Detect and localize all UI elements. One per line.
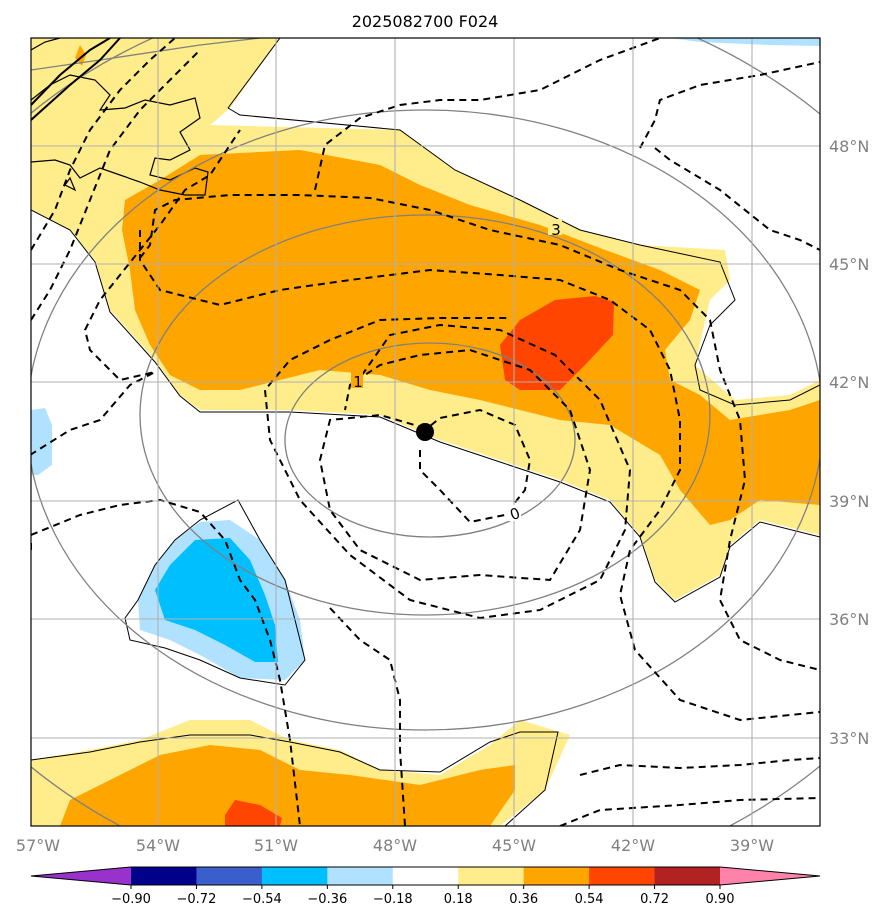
colorbar-tick-label: 0.18 <box>444 892 473 907</box>
colorbar: −0.90 −0.72 −0.54 −0.36 −0.18 0.18 0.36 0.54 0.7… <box>30 866 821 907</box>
contour-label-3: 3 <box>551 221 561 239</box>
colorbar-cell <box>523 867 590 885</box>
colorbar-labels: −0.90 −0.72 −0.54 −0.36 −0.18 0.18 0.36 0.54 0.7… <box>111 885 734 907</box>
colorbar-tick-label: −0.18 <box>373 892 413 907</box>
lat-label-33n: 33°N <box>829 729 869 748</box>
colorbar-cell <box>392 867 459 885</box>
longitude-labels: 57°W 54°W 51°W 48°W 45°W 42°W 39°W <box>16 836 774 855</box>
map-frame <box>30 37 821 827</box>
lon-label-45w: 45°W <box>492 836 536 855</box>
lon-label-54w: 54°W <box>136 836 180 855</box>
colorbar-extend-high <box>720 867 820 885</box>
storm-center-marker <box>416 423 434 441</box>
lon-label-51w: 51°W <box>254 836 298 855</box>
colorbar-cell <box>589 867 656 885</box>
contour-label-1: 1 <box>353 373 363 391</box>
lon-label-48w: 48°W <box>373 836 417 855</box>
colorbar-tick-label: 0.36 <box>509 892 538 907</box>
map-area: 3 1 0 <box>31 38 820 826</box>
colorbar-tick-label: −0.90 <box>111 892 151 907</box>
colorbar-cell <box>131 867 197 885</box>
lon-label-57w: 57°W <box>16 836 60 855</box>
colorbar-cell <box>458 867 525 885</box>
red-region-center <box>500 296 614 390</box>
orange-region-south <box>60 745 515 826</box>
dashed-contours <box>31 38 820 826</box>
lat-label-48n: 48°N <box>829 137 869 156</box>
colorbar-tick-label: 0.90 <box>706 892 735 907</box>
colorbar-cell <box>654 867 721 885</box>
colorbar-tick-label: −0.54 <box>242 892 282 907</box>
lat-label-42n: 42°N <box>829 373 869 392</box>
shading-outline-contours <box>31 38 820 826</box>
colorbar-cells <box>131 867 721 885</box>
colorbar-extend-low <box>31 867 131 885</box>
lightblue-region-ne <box>670 38 820 46</box>
colorbar-cell <box>327 867 394 885</box>
colorbar-cell <box>196 867 263 885</box>
lat-label-39n: 39°N <box>829 492 869 511</box>
lon-label-39w: 39°W <box>730 836 774 855</box>
blue-region <box>155 538 278 662</box>
gridlines <box>31 38 820 826</box>
solid-contours-nw <box>31 38 121 121</box>
lat-label-45n: 45°N <box>829 255 869 274</box>
coastline <box>31 38 209 196</box>
lon-label-42w: 42°W <box>611 836 655 855</box>
contour-labels: 3 1 0 <box>351 219 562 524</box>
colorbar-tick-label: −0.36 <box>307 892 347 907</box>
colorbar-tick-label: 0.72 <box>640 892 669 907</box>
gray-contours <box>31 38 820 826</box>
colorbar-tick-label: 0.54 <box>575 892 604 907</box>
red-region-south <box>225 800 282 826</box>
figure-title: 2025082700 F024 <box>352 12 499 31</box>
orange-region-north <box>122 150 820 525</box>
lightblue-region-west <box>31 408 52 475</box>
colorbar-tick-label: −0.72 <box>177 892 217 907</box>
lat-label-36n: 36°N <box>829 610 869 629</box>
colorbar-cell <box>261 867 328 885</box>
latitude-labels: 48°N 45°N 42°N 39°N 36°N 33°N <box>829 137 869 748</box>
